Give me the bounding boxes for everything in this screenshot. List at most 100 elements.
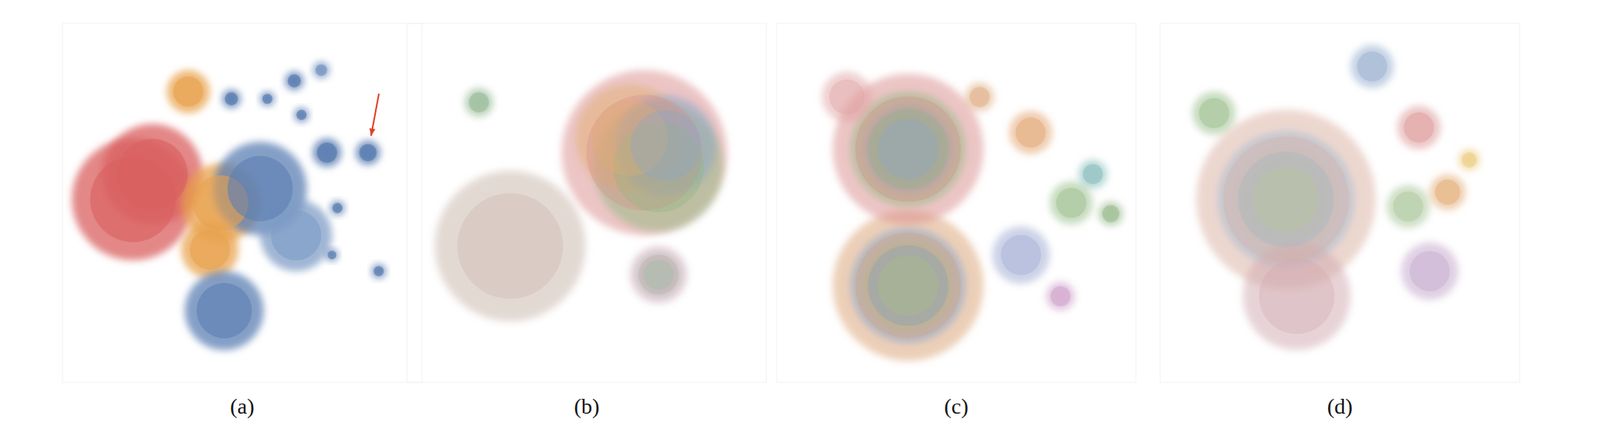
cluster-core bbox=[317, 142, 338, 164]
cluster bbox=[850, 228, 966, 343]
cluster-core bbox=[878, 255, 939, 316]
cluster-core bbox=[867, 245, 949, 326]
cluster bbox=[1192, 91, 1236, 135]
cluster-core bbox=[829, 79, 865, 115]
cluster-core bbox=[1223, 136, 1350, 263]
cluster bbox=[330, 200, 345, 215]
cluster-core bbox=[173, 76, 204, 108]
plot-frame bbox=[62, 23, 422, 383]
cluster-core bbox=[1082, 164, 1104, 185]
cluster-core bbox=[878, 118, 939, 179]
cluster bbox=[434, 171, 586, 322]
cluster bbox=[181, 221, 240, 279]
marks bbox=[434, 70, 727, 322]
cluster-core bbox=[1409, 251, 1450, 293]
cluster bbox=[1350, 45, 1394, 89]
panel-label: (b) bbox=[574, 394, 600, 419]
marks bbox=[71, 61, 386, 350]
cluster-core bbox=[643, 260, 675, 291]
cluster bbox=[312, 138, 342, 168]
cluster-core bbox=[638, 254, 679, 296]
cluster-core bbox=[457, 193, 563, 300]
panel-label: (a) bbox=[229, 394, 254, 419]
cluster-core bbox=[189, 229, 231, 271]
cluster-core bbox=[1392, 191, 1424, 222]
panel: (c) bbox=[776, 23, 1136, 419]
cluster bbox=[1397, 106, 1441, 150]
cluster bbox=[561, 70, 728, 236]
panel-label: (c) bbox=[943, 394, 968, 419]
cluster bbox=[464, 88, 494, 118]
cluster bbox=[1400, 242, 1459, 301]
cluster-core bbox=[328, 250, 337, 260]
cluster bbox=[992, 226, 1050, 285]
cluster bbox=[1078, 160, 1108, 190]
cluster bbox=[1217, 131, 1355, 268]
cluster-core bbox=[117, 139, 188, 210]
cluster bbox=[355, 140, 380, 165]
cluster bbox=[629, 246, 688, 304]
cluster-core bbox=[262, 93, 273, 104]
cluster-core bbox=[1056, 188, 1087, 219]
cluster-core bbox=[1403, 112, 1435, 143]
cluster bbox=[221, 89, 241, 109]
cluster bbox=[1458, 149, 1481, 172]
cluster-core bbox=[1050, 286, 1072, 308]
plot-frame bbox=[1160, 23, 1520, 383]
cluster-core bbox=[315, 64, 328, 76]
cluster-core bbox=[1435, 179, 1461, 205]
cluster bbox=[636, 253, 680, 297]
cluster bbox=[313, 61, 330, 79]
cluster-core bbox=[196, 283, 253, 340]
cluster bbox=[285, 71, 304, 91]
cluster-core bbox=[296, 110, 307, 121]
panel: (d) bbox=[1160, 23, 1520, 419]
cluster bbox=[166, 70, 210, 114]
plot-frame bbox=[407, 23, 767, 383]
cluster-core bbox=[855, 96, 961, 202]
cluster bbox=[965, 82, 995, 112]
cluster bbox=[1386, 185, 1430, 229]
cluster bbox=[1046, 282, 1075, 311]
arrow-head bbox=[369, 128, 376, 136]
cluster-core bbox=[1000, 235, 1042, 276]
cluster-core bbox=[1259, 258, 1336, 335]
cluster-core bbox=[1238, 151, 1334, 247]
cluster-core bbox=[287, 74, 301, 88]
cluster bbox=[184, 271, 264, 350]
cluster bbox=[821, 71, 872, 122]
figure: (a) (b) (c) (d) bbox=[0, 0, 1600, 448]
panel: (b) bbox=[407, 23, 767, 419]
cluster-core bbox=[468, 92, 490, 113]
marks bbox=[1192, 45, 1480, 351]
plot-frame bbox=[776, 23, 1136, 383]
cluster bbox=[371, 264, 386, 279]
cluster bbox=[260, 91, 275, 106]
cluster-core bbox=[1357, 51, 1388, 83]
cluster bbox=[71, 138, 194, 261]
panel: (a) bbox=[62, 23, 422, 419]
cluster-core bbox=[271, 210, 322, 261]
cluster-core bbox=[1102, 205, 1120, 223]
cluster-core bbox=[1253, 167, 1319, 233]
cluster bbox=[325, 249, 339, 262]
cluster-core bbox=[1199, 98, 1230, 129]
panel-label: (d) bbox=[1327, 394, 1354, 419]
cluster bbox=[1429, 174, 1466, 211]
cluster-core bbox=[1461, 152, 1477, 168]
cluster-core bbox=[867, 108, 949, 190]
cluster bbox=[1098, 201, 1123, 226]
cluster bbox=[1009, 110, 1053, 154]
cluster bbox=[294, 107, 309, 122]
cluster-core bbox=[855, 232, 961, 339]
cluster-core bbox=[969, 86, 990, 108]
cluster-core bbox=[373, 266, 384, 277]
cluster-core bbox=[227, 156, 293, 222]
cluster-core bbox=[1015, 117, 1047, 149]
cluster-core bbox=[630, 110, 701, 181]
marks bbox=[821, 71, 1123, 361]
cluster-core bbox=[332, 203, 343, 214]
cluster bbox=[1242, 242, 1351, 351]
cluster bbox=[832, 210, 984, 361]
cluster-core bbox=[225, 92, 239, 106]
